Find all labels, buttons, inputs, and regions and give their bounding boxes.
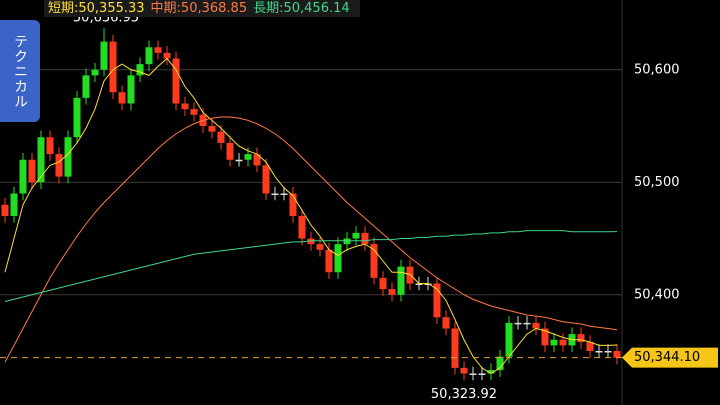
candle-body: [316, 244, 324, 250]
candle-body: [550, 339, 558, 346]
candle-body: [208, 126, 216, 132]
candle-body: [37, 137, 45, 183]
candle-body: [496, 356, 504, 371]
candle-body: [190, 109, 198, 115]
candle-body: [343, 238, 351, 245]
candle-body: [19, 159, 27, 194]
y-tick-label: 50,400: [634, 287, 680, 302]
candle-body: [118, 92, 126, 104]
candle-body: [271, 193, 279, 195]
candle-body: [460, 367, 468, 374]
candle-body: [73, 97, 81, 138]
candle-body: [253, 154, 261, 166]
candle-body: [577, 334, 585, 342]
candle-body: [82, 75, 90, 98]
candle-body: [442, 317, 450, 329]
candle-body: [397, 266, 405, 295]
candle-body: [262, 165, 270, 194]
candle-body: [64, 137, 72, 177]
ma-line: [4, 230, 618, 302]
candle-body: [523, 322, 531, 325]
legend-entry: 長期:50,456.14: [253, 1, 350, 16]
candle-body: [91, 69, 99, 76]
candle-body: [28, 159, 36, 183]
ma-line: [4, 57, 618, 375]
candle-body: [55, 154, 63, 177]
candle-body: [487, 370, 495, 374]
technical-button[interactable]: テクニカル: [0, 20, 40, 122]
candle-body: [541, 328, 549, 346]
y-tick-label: 50,500: [634, 175, 680, 190]
candle-body: [280, 193, 288, 195]
candle-body: [379, 277, 387, 290]
candle-body: [325, 249, 333, 273]
ma-line: [4, 116, 618, 363]
candle-body: [235, 159, 243, 162]
low-label: 50,323.92: [431, 387, 497, 402]
candle-body: [604, 351, 612, 353]
candle-body: [478, 373, 486, 375]
candle-body: [181, 103, 189, 110]
candle-body: [217, 131, 225, 143]
candle-body: [136, 64, 144, 76]
candle-body: [1, 204, 9, 216]
candle-body: [415, 283, 423, 285]
candle-body: [505, 322, 513, 357]
candle-body: [352, 232, 360, 239]
candle-body: [514, 322, 522, 325]
candle-body: [289, 193, 297, 216]
candle-body: [10, 193, 18, 216]
candle-body: [361, 232, 369, 245]
candle-body: [154, 47, 162, 53]
candle-body: [613, 351, 621, 358]
candle-body: [298, 216, 306, 239]
legend-entry: 中期:50,368.85: [150, 1, 248, 16]
candle-body: [100, 41, 108, 70]
candle-body: [532, 322, 540, 329]
candle-body: [388, 289, 396, 295]
legend: 短期:50,355.33 中期:50,368.85 長期:50,456.14: [44, 0, 360, 17]
price-tag-label: 50,344.10: [634, 350, 700, 365]
candle-body: [172, 58, 180, 104]
candle-body: [595, 351, 603, 353]
candle-body: [226, 142, 234, 160]
candle-body: [586, 342, 594, 351]
price-tag: [622, 347, 718, 368]
candle-body: [244, 154, 252, 160]
candle-body: [370, 244, 378, 278]
candle-body: [163, 52, 171, 59]
candle-body: [145, 47, 153, 65]
legend-entry: 短期:50,355.33: [48, 1, 145, 16]
candle-body: [46, 137, 54, 155]
candle-body: [424, 283, 432, 285]
candle-body: [109, 41, 117, 93]
candle-body: [307, 238, 315, 245]
candle-body: [451, 328, 459, 368]
candle-body: [559, 339, 567, 346]
candle-body: [433, 283, 441, 318]
candle-body: [469, 373, 477, 375]
candle-body: [127, 75, 135, 104]
y-tick-label: 50,600: [634, 62, 680, 77]
candle-body: [334, 244, 342, 273]
